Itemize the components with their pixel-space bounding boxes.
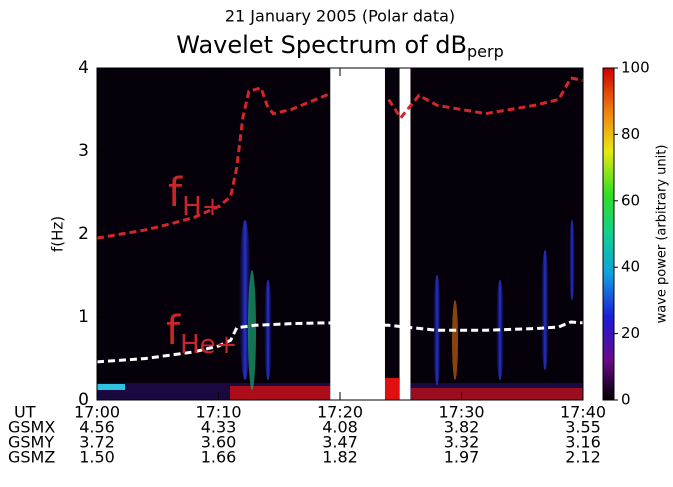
colorbar-tick-label: 100: [621, 59, 650, 77]
colorbar-tick-label: 80: [621, 125, 640, 143]
texture: [541, 250, 549, 370]
chart-title: Wavelet Spectrum of dBperp: [176, 31, 503, 61]
ephemeris-value: 3.55: [565, 418, 601, 437]
subtitle: 21 January 2005 (Polar data): [225, 7, 455, 26]
ephemeris-value: 1.66: [201, 448, 237, 467]
ephemeris-value: 3.82: [444, 418, 480, 437]
texture: [97, 384, 125, 390]
colorbar: [602, 67, 615, 401]
x-tick-label: 17:00: [74, 403, 120, 422]
ephemeris-value: 2.12: [565, 448, 601, 467]
colorbar-label: wave power (arbitrary unit): [655, 145, 670, 324]
ephemeris-value: 4.33: [201, 418, 237, 437]
data-gap: [330, 68, 385, 400]
annotation-subscript: He+: [180, 330, 237, 360]
colorbar-tick-label: 40: [621, 258, 640, 276]
ephemeris-value: 3.72: [79, 433, 115, 452]
x-tick-label: 17:10: [195, 403, 241, 422]
y-tick-label: 0: [78, 390, 89, 410]
colorbar-tick-label: 20: [621, 324, 640, 342]
frequency-line: [96, 320, 584, 364]
y-tick-label: 2: [78, 224, 89, 244]
colorbar-tick-label: 60: [621, 191, 640, 209]
annotation-subscript: H+: [182, 192, 223, 222]
annotation: fHe+: [166, 308, 237, 360]
x-tick-label: 17:40: [560, 403, 606, 422]
frequency-line: [96, 76, 584, 240]
y-tick-label: 3: [78, 141, 89, 161]
texture: [264, 280, 272, 380]
annotation-text: f: [168, 170, 183, 216]
ephemeris-label: GSMZ: [8, 448, 55, 467]
ephemeris-label: GSMX: [8, 418, 55, 437]
ephemeris-label: UT: [14, 403, 36, 422]
y-tick-label: 1: [78, 307, 89, 327]
x-tick-label: 17:30: [438, 403, 484, 422]
texture: [230, 386, 330, 400]
texture: [239, 220, 251, 380]
y-axis-label: f(Hz): [49, 216, 67, 252]
ephemeris-value: 3.60: [201, 433, 237, 452]
ephemeris-value: 3.47: [322, 433, 358, 452]
texture: [569, 220, 575, 300]
texture: [411, 388, 583, 400]
plot-area: [96, 68, 584, 400]
x-tick-label: 17:20: [317, 403, 363, 422]
y-tick-label: 4: [78, 58, 89, 78]
title-subscript: perp: [467, 42, 504, 61]
ephemeris-value: 4.08: [322, 418, 358, 437]
title-main: Wavelet Spectrum of dB: [176, 31, 467, 59]
ephemeris-value: 1.82: [322, 448, 358, 467]
colorbar-tick-label: 0: [621, 391, 631, 409]
ephemeris-value: 3.16: [565, 433, 601, 452]
texture: [248, 270, 256, 390]
texture: [385, 378, 399, 400]
texture: [452, 300, 458, 380]
ephemeris-value: 1.50: [79, 448, 115, 467]
ephemeris-value: 1.97: [444, 448, 480, 467]
annotation: fH+: [168, 170, 223, 222]
ephemeris-value: 3.32: [444, 433, 480, 452]
ephemeris-value: 4.56: [79, 418, 115, 437]
ephemeris-label: GSMY: [8, 433, 54, 452]
annotation-text: f: [166, 308, 181, 354]
texture: [433, 275, 441, 385]
data-gap: [399, 68, 411, 400]
